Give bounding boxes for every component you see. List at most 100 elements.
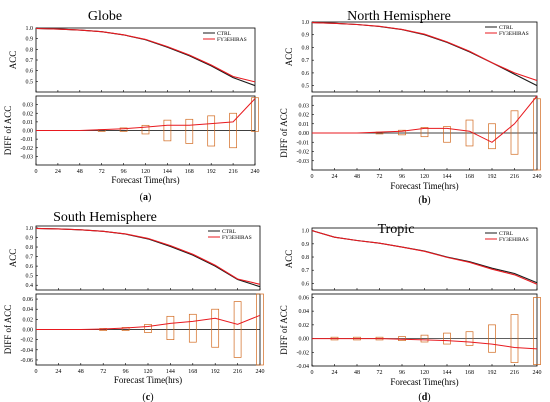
acc-diff-line xyxy=(36,314,261,330)
significance-box xyxy=(510,314,519,363)
acc-diff-line xyxy=(312,338,538,350)
significance-box xyxy=(443,332,451,345)
top-y-tick-label: 1.0 xyxy=(26,26,34,32)
x-tick-label: 48 xyxy=(354,370,360,376)
legend-entry-fy3ehiras: FY3EHIRAS xyxy=(499,31,529,37)
top-y-axis-label: ACC xyxy=(8,249,18,268)
panel-title: South Hemisphere xyxy=(53,210,157,225)
significance-box xyxy=(166,315,175,340)
top-y-tick-label: 0.9 xyxy=(302,33,310,39)
x-tick-label: 120 xyxy=(420,174,429,180)
panel-label-close: ) xyxy=(427,392,430,402)
x-axis-label: Forecast Time(hrs) xyxy=(390,377,458,387)
legend-entry-ctrl: CTRL xyxy=(217,31,232,37)
bottom-y-tick-label: -0.03 xyxy=(21,154,34,160)
significance-box xyxy=(465,331,474,346)
legend-entry-fy3ehiras: FY3EHIRAS xyxy=(217,37,247,43)
x-tick-label: 144 xyxy=(166,369,175,375)
top-y-tick-label: 0.5 xyxy=(302,84,310,90)
x-tick-label: 120 xyxy=(144,369,153,375)
bottom-y-tick-label: 0.02 xyxy=(23,317,34,323)
significance-box xyxy=(229,112,237,149)
top-y-tick-label: 0.5 xyxy=(26,274,34,280)
x-tick-label: 48 xyxy=(354,174,360,180)
top-y-tick-label: 0.7 xyxy=(302,268,310,274)
top-y-tick-label: 0.9 xyxy=(302,242,310,248)
significance-box xyxy=(398,129,406,136)
panel-label-letter: a xyxy=(143,192,148,203)
bottom-y-tick-label: -0.03 xyxy=(297,159,310,165)
x-tick-label: 96 xyxy=(121,169,127,175)
x-tick-label: 48 xyxy=(77,169,83,175)
significance-box xyxy=(420,334,429,343)
bottom-y-axis-label: DIFF of ACC xyxy=(3,106,13,156)
x-tick-label: 192 xyxy=(211,369,220,375)
x-axis-label: Forecast Time(hrs) xyxy=(390,181,458,191)
top-y-tick-label: 0.6 xyxy=(302,281,310,287)
legend-entry-ctrl: CTRL xyxy=(499,25,514,31)
bottom-y-tick-label: 0.00 xyxy=(299,131,310,137)
legend-entry-fy3ehiras: FY3EHIRAS xyxy=(222,235,252,241)
bottom-y-tick-label: 0.06 xyxy=(299,295,310,301)
x-tick-label: 144 xyxy=(163,169,172,175)
panel-title: North Hemisphere xyxy=(347,9,451,24)
significance-box xyxy=(144,324,152,333)
x-tick-label: 216 xyxy=(510,174,519,180)
x-tick-label: 96 xyxy=(399,370,405,376)
x-tick-label: 0 xyxy=(311,370,314,376)
panel-label-close: ) xyxy=(150,392,153,402)
x-tick-label: 240 xyxy=(251,169,260,175)
acc-line-fy3ehiras xyxy=(311,230,538,285)
panel-label-close: ) xyxy=(148,192,151,203)
legend-entry-fy3ehiras: FY3EHIRAS xyxy=(499,237,529,243)
top-y-tick-label: 0.9 xyxy=(26,37,34,43)
acc-diff-line xyxy=(312,95,538,143)
legend-entry-ctrl: CTRL xyxy=(499,231,514,237)
bottom-y-tick-label: 0.04 xyxy=(299,309,310,315)
bottom-y-tick-label: 0.06 xyxy=(23,297,34,303)
top-y-tick-label: 0.5 xyxy=(26,79,34,85)
panel-title: Globe xyxy=(88,9,122,24)
x-tick-label: 216 xyxy=(510,370,519,376)
x-tick-label: 168 xyxy=(185,169,194,175)
x-tick-label: 144 xyxy=(443,370,452,376)
chart-panel-a: Globe ACC DIFF of ACC 1.0 0.9 0.8 0.7 0.6 0.5 0.0… xyxy=(3,9,260,203)
panel-label-open: ( xyxy=(142,392,146,402)
significance-box xyxy=(533,98,541,171)
x-tick-label: 24 xyxy=(332,370,338,376)
x-tick-label: 48 xyxy=(78,369,84,375)
acc-diff-line xyxy=(36,98,256,131)
bottom-y-tick-label: -0.02 xyxy=(21,146,34,152)
bottom-y-tick-label: -0.02 xyxy=(21,338,34,344)
bottom-y-tick-label: 0.04 xyxy=(23,307,34,313)
chart-panel-d: Tropic ACC DIFF of ACC 1.0 0.9 0.8 0.7 0.6 0.06 0… xyxy=(279,222,542,402)
chart-panel-c: South Hemisphere ACC DIFF of ACC 1.0 0.9 0.8 0… xyxy=(3,210,265,402)
bottom-y-tick-label: -0.06 xyxy=(21,358,34,364)
top-y-tick-label: 1.0 xyxy=(26,226,34,232)
bottom-y-tick-label: 0.00 xyxy=(23,328,34,334)
significance-box xyxy=(488,324,496,353)
top-y-tick-label: 0.8 xyxy=(26,245,34,251)
top-y-tick-label: 0.6 xyxy=(26,264,34,270)
significance-box xyxy=(233,301,242,358)
x-tick-label: 24 xyxy=(332,174,338,180)
x-tick-label: 168 xyxy=(188,369,197,375)
top-y-tick-label: 0.7 xyxy=(26,58,34,64)
bottom-y-tick-label: -0.01 xyxy=(21,137,34,143)
x-tick-label: 0 xyxy=(311,174,314,180)
top-y-tick-label: 0.9 xyxy=(26,235,34,241)
top-y-tick-label: 0.8 xyxy=(302,45,310,51)
x-tick-label: 72 xyxy=(377,370,383,376)
significance-box xyxy=(510,110,519,155)
significance-box xyxy=(533,297,541,365)
acc-line-fy3ehiras xyxy=(35,27,256,83)
significance-box xyxy=(163,119,172,142)
bottom-y-axis-label: DIFF of ACC xyxy=(3,305,13,355)
top-y-tick-label: 1.0 xyxy=(302,229,310,235)
panel-label: (d) xyxy=(418,392,430,402)
bottom-axes-frame xyxy=(311,293,538,367)
significance-box xyxy=(141,124,150,135)
top-y-tick-label: 0.7 xyxy=(302,58,310,64)
x-tick-label: 240 xyxy=(533,370,542,376)
bottom-y-tick-label: -0.04 xyxy=(21,348,34,354)
